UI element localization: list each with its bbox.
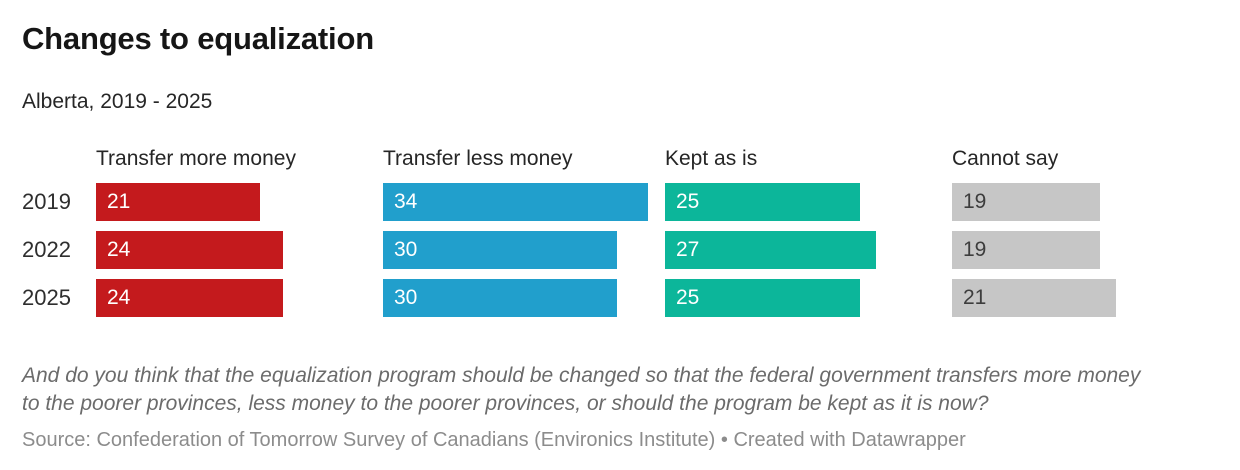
chart-title: Changes to equalization — [22, 21, 374, 56]
bar-2019-series-1: 21 — [96, 183, 260, 221]
chart-subtitle: Alberta, 2019 - 2025 — [22, 90, 213, 113]
bar-2022-series-1: 24 — [96, 231, 284, 269]
series-header-3: Kept as is — [665, 147, 758, 170]
series-header-2: Transfer less money — [383, 147, 573, 170]
bar-2022-series-3: 27 — [665, 231, 876, 269]
bar-2025-series-3: 25 — [665, 279, 860, 317]
bar-value-label: 21 — [963, 286, 987, 309]
bar-cell: 25 — [665, 183, 952, 221]
bar-value-label: 24 — [107, 286, 131, 309]
bar-cell: 25 — [665, 279, 952, 317]
bar-cell: 24 — [96, 231, 383, 269]
bar-2025-series-1: 24 — [96, 279, 284, 317]
bar-2019-series-2: 34 — [383, 183, 649, 221]
survey-question-note: And do you think that the equalization p… — [22, 364, 1141, 415]
grouped-bar-chart: Transfer more money Transfer less money Ke… — [22, 146, 1216, 317]
row-label-2022: 2022 — [22, 237, 71, 262]
series-header-4: Cannot say — [952, 147, 1059, 170]
datawrapper-attribution-link[interactable]: Created with Datawrapper — [733, 429, 966, 451]
bar-cell: 21 — [96, 183, 383, 221]
bar-2019-series-3: 25 — [665, 183, 860, 221]
bar-value-label: 25 — [676, 190, 700, 213]
bar-value-label: 30 — [394, 286, 418, 309]
bar-value-label: 25 — [676, 286, 700, 309]
bar-cell: 30 — [383, 231, 665, 269]
bar-value-label: 19 — [963, 238, 987, 261]
bar-cell: 19 — [952, 231, 1216, 269]
bar-cell: 30 — [383, 279, 665, 317]
chart-corner — [22, 146, 96, 173]
bar-value-label: 19 — [963, 190, 987, 213]
series-header-1: Transfer more money — [96, 147, 296, 170]
source-text: Source: Confederation of Tomorrow Survey… — [22, 429, 716, 451]
source-line: Source: Confederation of Tomorrow Survey… — [22, 428, 1216, 452]
bar-value-label: 27 — [676, 238, 700, 261]
bar-cell: 19 — [952, 183, 1216, 221]
bar-2022-series-4: 19 — [952, 231, 1101, 269]
bar-2019-series-4: 19 — [952, 183, 1101, 221]
bar-cell: 24 — [96, 279, 383, 317]
bar-cell: 21 — [952, 279, 1216, 317]
bar-value-label: 34 — [394, 190, 418, 213]
bar-cell: 34 — [383, 183, 665, 221]
bar-2025-series-4: 21 — [952, 279, 1116, 317]
bar-value-label: 24 — [107, 238, 131, 261]
attribution-separator: • — [720, 429, 728, 451]
bar-value-label: 21 — [107, 190, 131, 213]
row-label-2025: 2025 — [22, 285, 71, 310]
bar-cell: 27 — [665, 231, 952, 269]
row-label-2019: 2019 — [22, 189, 71, 214]
bar-2022-series-2: 30 — [383, 231, 617, 269]
bar-2025-series-2: 30 — [383, 279, 617, 317]
bar-value-label: 30 — [394, 238, 418, 261]
